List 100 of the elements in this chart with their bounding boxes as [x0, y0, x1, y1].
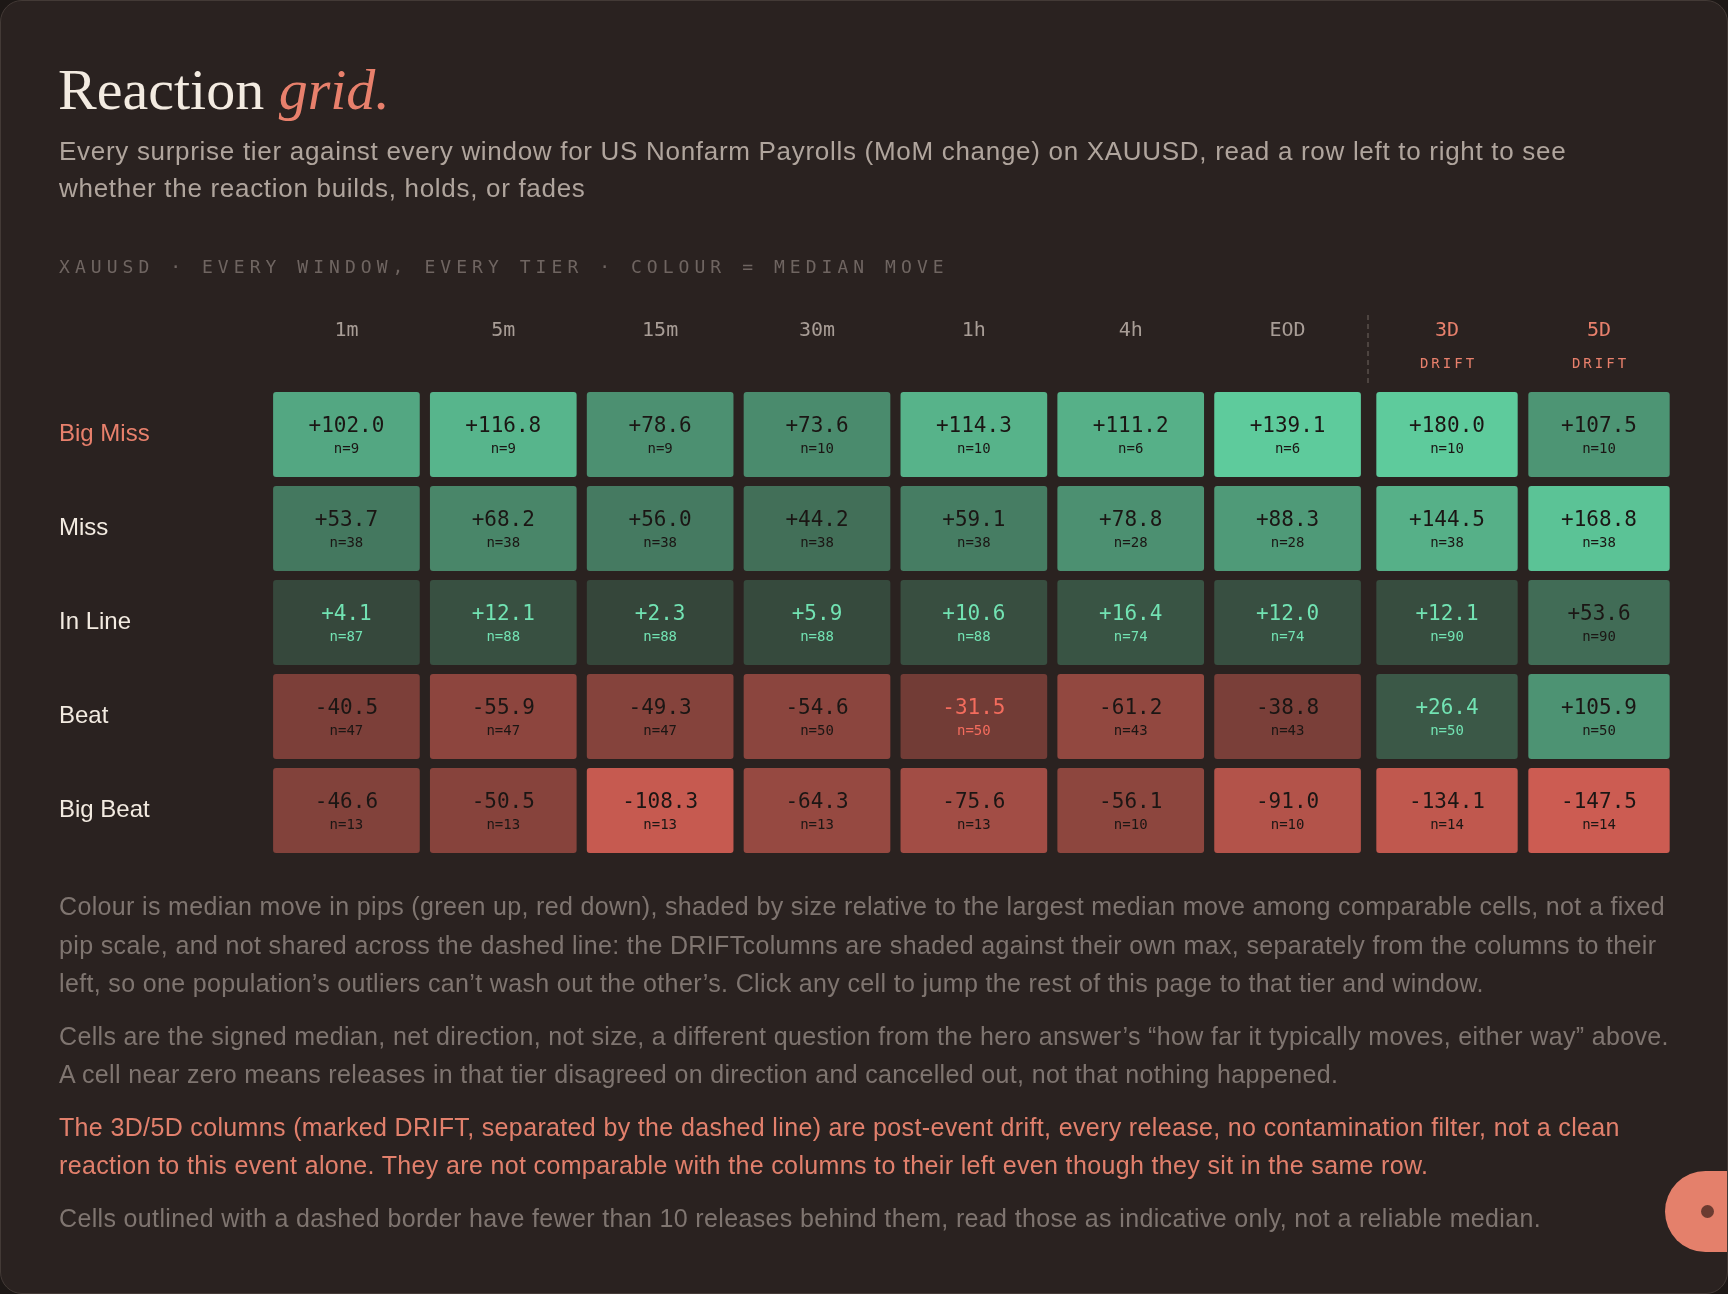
x-tick-label: 15m — [642, 317, 679, 342]
data-label: +107.5 — [1561, 412, 1637, 437]
data-label: -49.3 — [628, 694, 692, 719]
annotation: n=6 — [1118, 440, 1144, 457]
text: Cells outlined with a dashed border have fewer than 10 releases behind them, read those as indicative only, not a reliable median. — [59, 1202, 1543, 1234]
annotation: n=50 — [1582, 722, 1616, 739]
annotation: n=13 — [957, 816, 991, 833]
data-label: +4.1 — [321, 600, 372, 625]
annotation: n=14 — [1582, 816, 1616, 833]
data-label: +12.0 — [1255, 600, 1320, 625]
annotation: n=50 — [1430, 722, 1464, 739]
data-label: +68.2 — [471, 506, 535, 531]
text: Colour is median move in pips (green up, red down), shaded by size relative to the largest median move among comparable cells, not a fixed pip scale, and not shared across the dashed line: the DRIFTcolumns are shaded against their own max, separately from the columns to their left, so one population’s outliers can’t wash out the other’s. Click any cell to jump the rest of this page to that tier and window. — [59, 891, 1667, 999]
annotation: n=10 — [1270, 816, 1305, 833]
annotation: n=10 — [1113, 816, 1148, 833]
data-label: +56.0 — [628, 506, 692, 531]
y-tick-label: In Line — [59, 607, 132, 635]
annotation: n=10 — [1430, 440, 1464, 457]
data-label: +168.8 — [1561, 506, 1637, 531]
data-label: +5.9 — [791, 600, 843, 625]
annotation: n=38 — [486, 534, 521, 551]
x-tick-label: 5m — [491, 317, 516, 342]
x-tick-label: 5D DRIFT — [1571, 317, 1630, 371]
data-label: +105.9 — [1561, 694, 1637, 719]
data-label: -40.5 — [314, 694, 379, 719]
annotation: n=9 — [647, 440, 673, 457]
annotation: n=38 — [329, 534, 364, 551]
data-label: +53.6 — [1567, 600, 1631, 625]
data-label: +59.1 — [942, 506, 1006, 531]
data-label: +180.0 — [1409, 412, 1485, 437]
data-label: -61.2 — [1099, 694, 1163, 719]
annotation: n=13 — [643, 816, 677, 833]
data-label: +144.5 — [1409, 506, 1485, 531]
x-tick-label: 30m — [798, 317, 836, 342]
data-label: +26.4 — [1415, 694, 1479, 719]
data-label: +139.1 — [1249, 412, 1326, 437]
data-label: +78.8 — [1099, 506, 1163, 531]
annotation: n=13 — [486, 816, 521, 833]
annotation: n=6 — [1274, 440, 1301, 457]
data-label: -134.1 — [1409, 788, 1485, 813]
data-label: -108.3 — [622, 788, 699, 813]
annotation: n=88 — [486, 628, 521, 645]
y-tick-label: Big Beat — [59, 795, 151, 823]
data-label: -147.5 — [1561, 788, 1637, 813]
data-label: +102.0 — [308, 412, 385, 437]
annotation: n=47 — [486, 722, 521, 739]
annotation: n=43 — [1113, 722, 1148, 739]
annotation: n=90 — [1430, 628, 1464, 645]
data-label: +10.6 — [942, 600, 1006, 625]
data-label: +73.6 — [785, 412, 849, 437]
data-label: +88.3 — [1255, 506, 1320, 531]
annotation: n=38 — [1430, 534, 1464, 551]
data-label: -64.3 — [785, 788, 849, 813]
annotation: n=10 — [1582, 440, 1616, 457]
data-label: +53.7 — [314, 506, 379, 531]
data-label: +111.2 — [1092, 412, 1169, 437]
annotation: n=9 — [333, 440, 360, 457]
data-label: +2.3 — [634, 600, 686, 625]
data-label: +12.1 — [1415, 600, 1479, 625]
annotation: n=47 — [643, 722, 677, 739]
x-tick-label: 3D DRIFT — [1419, 317, 1478, 371]
data-label: +114.3 — [935, 412, 1012, 437]
annotation: n=14 — [1430, 816, 1464, 833]
data-label: -56.1 — [1099, 788, 1163, 813]
annotation: n=90 — [1582, 628, 1616, 645]
annotation: n=88 — [800, 628, 834, 645]
annotation: n=88 — [957, 628, 991, 645]
data-label: -91.0 — [1255, 788, 1320, 813]
data-label: +78.6 — [628, 412, 692, 437]
chart-subtitle: Every surprise tier against every window for US Nonfarm Payrolls (MoM change) on XAUUSD, read a row left to right to see whether the reaction builds, holds, or fades — [59, 135, 1568, 205]
annotation: n=10 — [800, 440, 834, 457]
annotation: n=10 — [957, 440, 991, 457]
data-label: +116.8 — [465, 412, 542, 437]
data-label: -38.8 — [1255, 694, 1320, 719]
data-label: -55.9 — [471, 694, 535, 719]
y-tick-label: Beat — [59, 701, 109, 729]
data-label: +16.4 — [1099, 600, 1163, 625]
annotation: n=88 — [643, 628, 677, 645]
data-label: -31.5 — [942, 694, 1006, 719]
annotation: n=74 — [1113, 628, 1148, 645]
annotation: n=43 — [1270, 722, 1305, 739]
annotation: n=87 — [329, 628, 364, 645]
annotation: n=28 — [1113, 534, 1148, 551]
x-tick-label: 4h — [1118, 317, 1143, 342]
x-tick-label: 1m — [334, 317, 359, 342]
annotation: n=38 — [643, 534, 677, 551]
annotation: n=38 — [800, 534, 834, 551]
annotation: n=9 — [490, 440, 516, 457]
text: XAUUSD · EVERY WINDOW, EVERY TIER · COLOUR = MEDIAN MOVE — [59, 256, 949, 278]
text: Cells are the signed median, net direction, not size, a different question from the hero answer’s “how far it typically moves, either way” above. A cell near zero means releases in that tier disagreed on direction and cancelled out, not that nothing happened. — [59, 1020, 1670, 1090]
annotation: n=50 — [800, 722, 834, 739]
annotation: n=38 — [957, 534, 991, 551]
data-label: +12.1 — [471, 600, 535, 625]
annotation: n=13 — [800, 816, 834, 833]
data-label: -54.6 — [785, 694, 849, 719]
chart-title: Reaction grid. — [58, 57, 390, 123]
y-tick-label: Big Miss — [59, 419, 150, 447]
annotation: n=50 — [957, 722, 991, 739]
x-tick-label: 1h — [961, 317, 986, 342]
annotation: n=28 — [1270, 534, 1305, 551]
